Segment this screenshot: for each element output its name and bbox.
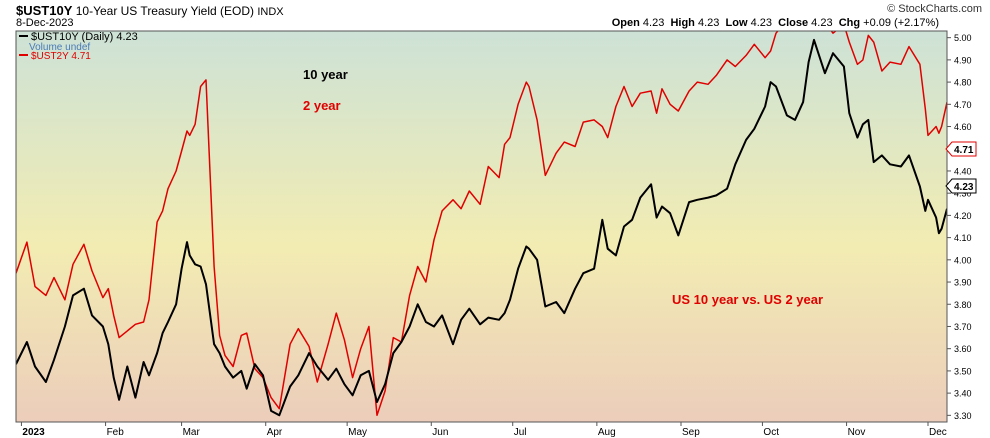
low-label: Low	[725, 17, 748, 29]
ohlc-stats: Open 4.23 High 4.23 Low 4.23 Close 4.23 …	[612, 17, 939, 29]
plot-frame	[15, 30, 948, 423]
x-tick-label: Oct	[763, 427, 779, 438]
annotation-2-year: 2 year	[303, 98, 341, 113]
series-layer	[16, 31, 947, 417]
close-value: 4.23	[811, 17, 833, 29]
close-label: Close	[778, 17, 809, 29]
series-line-ust2y	[16, 31, 947, 417]
legend: $UST10Y (Daily) 4.23 Volume undef $UST2Y…	[19, 31, 138, 62]
y-tick-label: 3.80	[954, 300, 972, 310]
instrument-name: 10-Year US Treasury Yield (EOD)	[75, 4, 255, 18]
x-tick-label: 2023	[22, 427, 45, 438]
legend-item-ust2y: $UST2Y 4.71	[31, 51, 91, 62]
high-label: High	[670, 17, 695, 29]
plot-area	[16, 31, 947, 422]
y-tick-label: 5.00	[954, 33, 972, 43]
y-axis: 3.30 3.40 3.50 3.60 3.70 3.80 3.90 4.00 4.10 4.20…	[947, 33, 972, 421]
x-tick-label: Apr	[267, 427, 283, 438]
x-tick-label: Dec	[929, 427, 947, 438]
series-line-ust10y	[16, 38, 947, 417]
open-label: Open	[611, 17, 640, 29]
y-tick-label: 4.30	[954, 189, 972, 199]
tag-box-ust2y	[945, 141, 977, 157]
annotation-10-year: 10 year	[303, 67, 348, 82]
x-tick-label: May	[348, 427, 367, 438]
tag-value-ust10y: 4.23	[954, 182, 974, 193]
change-label: Chg	[838, 17, 861, 29]
y-tick-label: 4.80	[954, 78, 972, 88]
y-tick-label: 3.40	[954, 389, 972, 399]
chart-date: 8-Dec-2023	[16, 17, 74, 29]
legend-item-volume: Volume undef	[29, 42, 90, 53]
annotation-comparison: US 10 year vs. US 2 year	[672, 292, 823, 307]
x-tick-label: Mar	[183, 427, 201, 438]
open-value: 4.23	[642, 17, 665, 29]
credit-label: © StockCharts.com	[887, 3, 982, 15]
x-axis: 2023 Feb Mar Apr May Jun Jul Aug Sep Oct Nov Dec	[20, 422, 947, 438]
x-tick-label: Aug	[598, 427, 616, 438]
x-tick-label: Feb	[107, 427, 125, 438]
y-tick-label: 4.00	[954, 255, 972, 265]
last-value-tag-ust10y: 4.23	[945, 178, 977, 194]
y-tick-label: 4.90	[954, 55, 972, 65]
y-tick-label: 4.10	[954, 233, 972, 243]
change-value: +0.09 (+2.17%)	[863, 17, 939, 29]
y-tick-label: 3.70	[954, 322, 972, 332]
legend-item-ust10y: $UST10Y (Daily) 4.23	[31, 31, 138, 43]
symbol-label: $UST10Y	[16, 3, 73, 18]
y-tick-label: 3.30	[954, 411, 972, 421]
chart-title: $UST10Y 10-Year US Treasury Yield (EOD) …	[16, 3, 284, 18]
tag-box-ust10y	[945, 178, 977, 194]
y-tick-label: 3.60	[954, 344, 972, 354]
x-tick-label: Sep	[682, 427, 700, 438]
x-tick-label: Jun	[432, 427, 448, 438]
high-value: 4.23	[697, 17, 720, 29]
tag-value-ust2y: 4.71	[954, 145, 974, 156]
x-tick-label: Nov	[848, 427, 866, 438]
y-tick-label: 4.40	[954, 166, 972, 176]
low-value: 4.23	[750, 17, 772, 29]
last-value-tag-ust2y: 4.71	[945, 141, 977, 157]
y-tick-label: 3.50	[954, 366, 972, 376]
y-tick-label: 3.90	[954, 278, 972, 288]
y-tick-label: 4.60	[954, 122, 972, 132]
y-tick-label: 4.70	[954, 100, 972, 110]
x-tick-label: Jul	[514, 427, 527, 438]
y-tick-label: 4.20	[954, 211, 972, 221]
exchange-label: INDX	[257, 6, 284, 18]
